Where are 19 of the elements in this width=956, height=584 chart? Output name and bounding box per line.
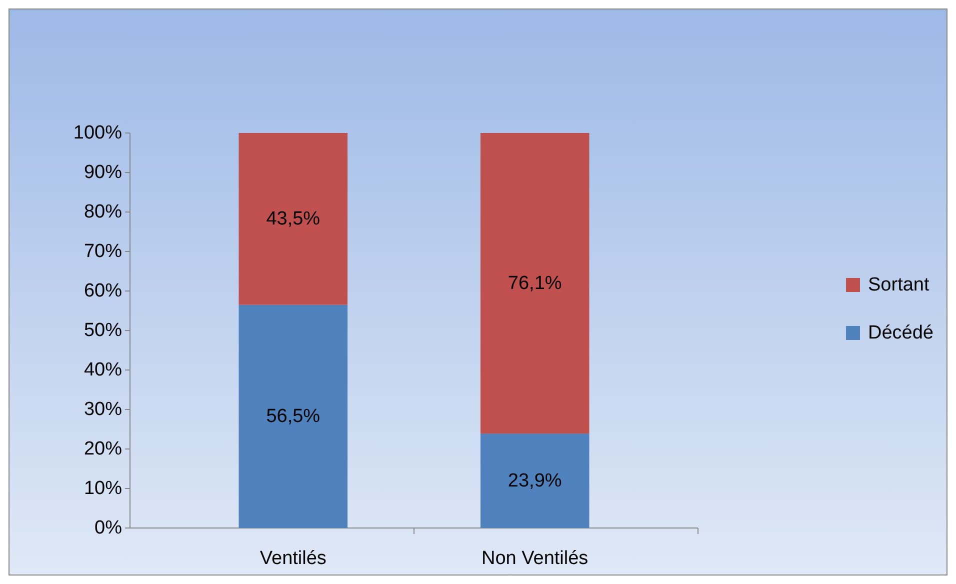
data-label: 76,1%: [508, 272, 562, 294]
y-tick-label: 40%: [84, 360, 122, 380]
y-tick-label: 70%: [84, 241, 122, 262]
legend-label: Décédé: [868, 322, 934, 344]
data-label: 43,5%: [266, 208, 320, 230]
legend-label: Sortant: [868, 274, 930, 296]
data-label: 56,5%: [266, 406, 320, 427]
y-tick-label: 50%: [84, 320, 122, 341]
y-tick-label: 20%: [84, 438, 122, 460]
y-tick-label: 90%: [84, 162, 122, 183]
x-tick-label: Ventilés: [260, 548, 326, 569]
y-tick-label: 30%: [84, 399, 122, 420]
y-tick-label: 10%: [84, 478, 122, 499]
y-tick-label: 60%: [84, 280, 122, 302]
data-label: 23,9%: [508, 470, 562, 492]
y-tick-label: 80%: [84, 202, 122, 222]
y-tick-label: 0%: [94, 518, 122, 538]
x-tick-label: Non Ventilés: [482, 548, 588, 569]
y-tick-label: 100%: [73, 122, 122, 144]
